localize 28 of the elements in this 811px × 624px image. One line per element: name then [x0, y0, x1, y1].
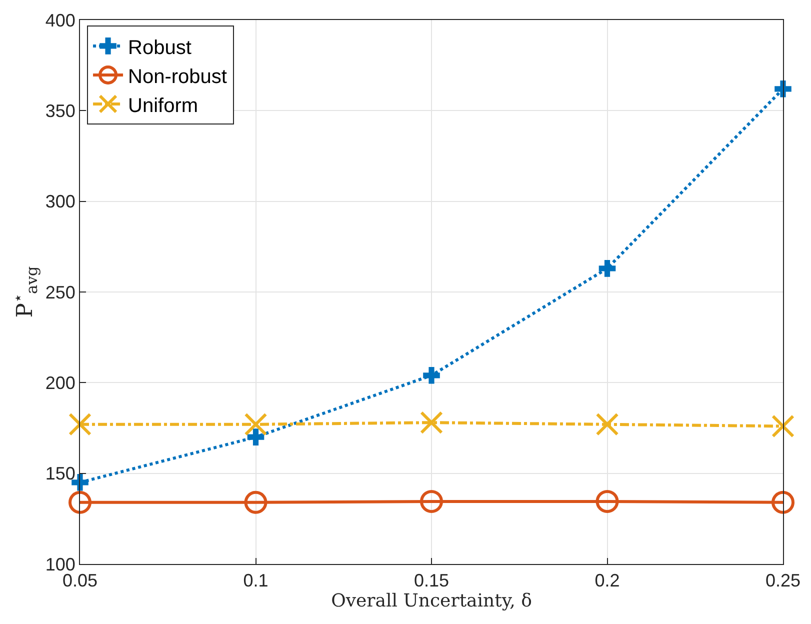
point: [596, 490, 619, 513]
x-tick-label: 0.15: [414, 570, 450, 591]
legend-label: Robust: [128, 36, 192, 59]
y-tick-label: 400: [45, 10, 76, 30]
x-tick-label: 0.2: [594, 570, 620, 591]
y-tick-label: 300: [45, 192, 76, 212]
point: [596, 412, 619, 436]
point: [772, 490, 794, 514]
point: [244, 412, 268, 436]
y-tick-label: 250: [45, 282, 76, 302]
point: [68, 412, 92, 436]
point: [772, 414, 794, 438]
point: [774, 80, 792, 98]
point: [423, 367, 440, 384]
point: [598, 260, 616, 277]
point: [420, 411, 443, 434]
point: [68, 490, 92, 514]
point: [420, 490, 443, 513]
point: [244, 490, 268, 514]
y-tick-label: 200: [45, 372, 76, 393]
x-tick-label: 0.25: [765, 570, 801, 591]
point: [247, 428, 264, 446]
x-tick-label: 0.1: [243, 570, 268, 591]
y-tick-label: 150: [45, 464, 76, 484]
legend-label: Non-robust: [128, 66, 228, 88]
legend-label: Uniform: [128, 94, 198, 117]
x-axis-title: Overall Uncertainty, δ: [331, 590, 532, 612]
y-tick-label: 350: [45, 100, 76, 121]
